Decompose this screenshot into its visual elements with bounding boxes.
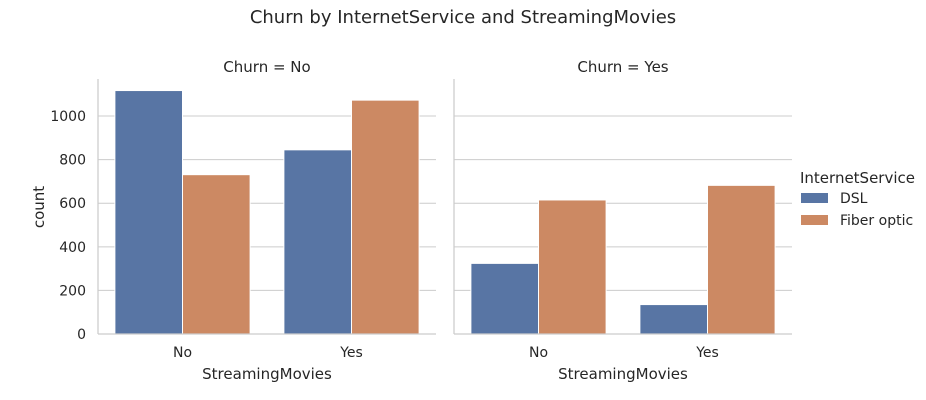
- y-tick-label: 1000: [50, 109, 86, 125]
- y-axis-label: count: [30, 186, 48, 228]
- y-tick-label: 200: [59, 283, 86, 299]
- bar-dsl-yes: [639, 304, 709, 335]
- facet-panels: Churn = No No Yes StreamingMovies 0 200 400 600…: [50, 58, 792, 383]
- legend-label: Fiber optic: [840, 213, 913, 229]
- legend: InternetService DSL Fiber optic: [800, 169, 915, 229]
- x-axis-label: StreamingMovies: [202, 365, 332, 383]
- y-tick-label: 400: [59, 240, 86, 256]
- bar-fiber-optic-no: [182, 174, 251, 335]
- bar-fiber-optic-yes: [707, 184, 776, 335]
- legend-swatch-fiber-optic: [801, 215, 828, 225]
- x-tick-label: Yes: [339, 345, 363, 361]
- x-tick-label: No: [173, 345, 192, 361]
- panel-title: Churn = No: [223, 58, 310, 76]
- legend-title: InternetService: [800, 169, 915, 187]
- chart-title: Churn by InternetService and StreamingMo…: [250, 7, 676, 28]
- bar-dsl-no: [470, 262, 539, 335]
- y-tick-label: 600: [59, 196, 86, 212]
- legend-label: DSL: [840, 191, 868, 207]
- x-tick-label: Yes: [695, 345, 719, 361]
- x-tick-label: No: [529, 345, 548, 361]
- facet-panel-1: Churn = No No Yes StreamingMovies 0 200 400 600…: [50, 58, 436, 383]
- legend-swatch-dsl: [801, 193, 828, 203]
- bar-fiber-optic-yes: [351, 99, 420, 335]
- y-tick-label: 800: [59, 153, 86, 169]
- facet-panel-2: Churn = Yes No Yes StreamingMovies: [453, 58, 792, 383]
- bar-dsl-no: [114, 90, 183, 335]
- bar-fiber-optic-no: [538, 199, 607, 335]
- y-tick-label: 0: [77, 327, 86, 343]
- bar-dsl-yes: [283, 149, 352, 335]
- x-axis-label: StreamingMovies: [558, 365, 688, 383]
- panel-title: Churn = Yes: [577, 58, 668, 76]
